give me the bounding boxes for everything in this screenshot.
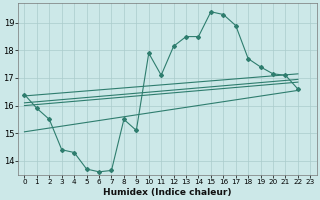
X-axis label: Humidex (Indice chaleur): Humidex (Indice chaleur) [103, 188, 232, 197]
